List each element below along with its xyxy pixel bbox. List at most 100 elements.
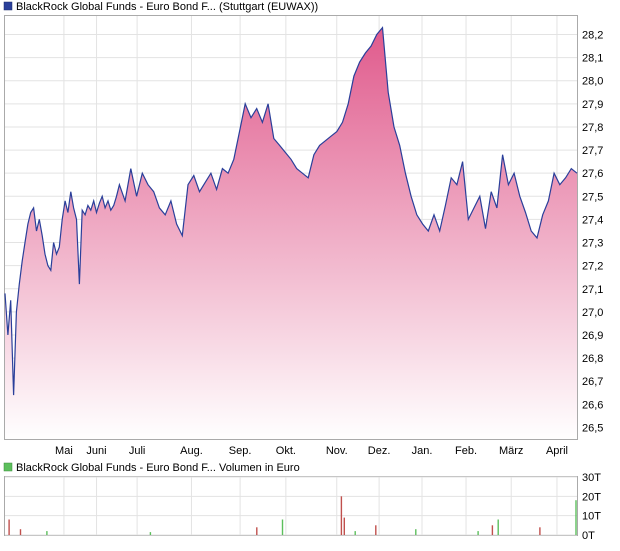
price-point	[393, 126, 394, 127]
price-point	[102, 196, 103, 197]
price-point	[73, 207, 74, 208]
price-point	[531, 230, 532, 231]
price-point	[65, 200, 66, 201]
price-legend-swatch	[3, 1, 13, 11]
volume-bar	[19, 529, 22, 535]
volume-y-tick-label: 30T	[582, 472, 601, 484]
price-y-tick-label: 28,0	[582, 76, 603, 88]
price-point	[268, 103, 269, 104]
price-point	[79, 284, 80, 285]
price-area	[5, 27, 577, 439]
price-x-tick-label: Okt.	[276, 445, 296, 457]
price-y-tick-label: 27,9	[582, 99, 603, 111]
price-point	[451, 177, 452, 178]
price-point	[514, 173, 515, 174]
volume-bar	[46, 531, 48, 535]
volume-legend-swatch	[3, 462, 13, 472]
volume-bar	[575, 500, 577, 535]
price-point	[105, 207, 106, 208]
price-x-tick-label: Nov.	[326, 445, 348, 457]
price-point	[99, 203, 100, 204]
price-y-tick-label: 27,5	[582, 191, 603, 203]
volume-bar	[491, 525, 494, 535]
price-point	[508, 184, 509, 185]
price-point	[50, 270, 51, 271]
price-point	[365, 52, 366, 53]
price-point	[439, 230, 440, 231]
price-point	[93, 200, 94, 201]
volume-bar	[256, 527, 258, 535]
price-point	[222, 168, 223, 169]
price-point	[170, 200, 171, 201]
price-y-tick-label: 28,1	[582, 53, 603, 65]
volume-legend: BlackRock Global Funds - Euro Bond F... …	[3, 462, 300, 474]
volume-y-axis: 0T 10T 20T 30T	[582, 472, 601, 542]
price-point	[56, 254, 57, 255]
price-point	[16, 311, 17, 312]
price-point	[422, 223, 423, 224]
price-point	[110, 210, 111, 211]
price-point	[27, 223, 28, 224]
price-point	[233, 159, 234, 160]
price-point	[519, 196, 520, 197]
price-point	[125, 200, 126, 201]
price-point	[473, 207, 474, 208]
volume-bar	[497, 519, 499, 535]
price-x-tick-label: Feb.	[455, 445, 477, 457]
price-point	[433, 214, 434, 215]
volume-legend-label: BlackRock Global Funds - Euro Bond F... …	[16, 462, 300, 474]
price-x-tick-label: Juni	[86, 445, 106, 457]
price-point	[342, 122, 343, 123]
volume-y-tick-label: 10T	[582, 511, 601, 523]
price-point	[70, 191, 71, 192]
price-point	[165, 214, 166, 215]
price-point	[42, 235, 43, 236]
price-point	[44, 254, 45, 255]
price-y-tick-label: 26,6	[582, 399, 603, 411]
price-y-axis: 26,5 26,6 26,7 26,8 26,9 27,0 27,1 27,2 27,3 27,4…	[582, 29, 603, 434]
price-point	[142, 173, 143, 174]
price-point	[565, 177, 566, 178]
price-point	[382, 27, 383, 28]
price-point	[59, 247, 60, 248]
price-point	[90, 210, 91, 211]
price-point	[445, 205, 446, 206]
price-point	[330, 136, 331, 137]
price-point	[193, 175, 194, 176]
price-point	[136, 196, 137, 197]
price-point	[485, 228, 486, 229]
price-point	[542, 214, 543, 215]
volume-bars	[8, 496, 577, 535]
price-point	[239, 131, 240, 132]
price-y-tick-label: 27,7	[582, 145, 603, 157]
price-point	[113, 205, 114, 206]
price-point	[399, 145, 400, 146]
price-point	[76, 219, 77, 220]
volume-bar	[149, 532, 152, 535]
price-point	[96, 212, 97, 213]
price-point	[273, 138, 274, 139]
price-y-tick-label: 27,0	[582, 307, 603, 319]
price-point	[53, 242, 54, 243]
price-point	[456, 184, 457, 185]
price-point	[411, 196, 412, 197]
price-point	[119, 184, 120, 185]
price-point	[7, 334, 8, 335]
price-point	[285, 152, 286, 153]
price-legend: BlackRock Global Funds - Euro Bond F... …	[3, 1, 318, 13]
price-point	[319, 145, 320, 146]
price-point	[348, 103, 349, 104]
price-point	[371, 45, 372, 46]
price-point	[468, 219, 469, 220]
price-point	[228, 173, 229, 174]
price-point	[176, 223, 177, 224]
price-point	[216, 189, 217, 190]
volume-bar	[354, 531, 356, 535]
price-x-tick-label: Jan.	[412, 445, 433, 457]
price-point	[525, 212, 526, 213]
price-point	[87, 205, 88, 206]
price-point	[302, 173, 303, 174]
price-point	[256, 108, 257, 109]
